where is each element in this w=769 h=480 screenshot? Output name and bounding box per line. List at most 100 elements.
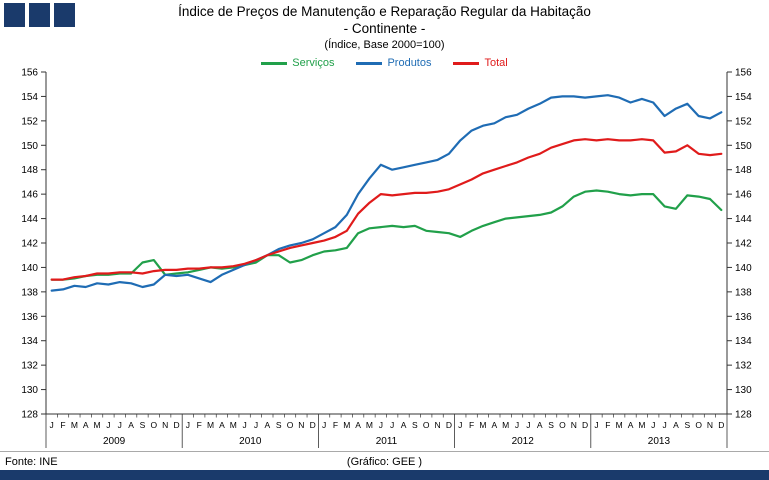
y-axis-label-right: 146 [735,190,752,201]
month-label: J [651,420,655,430]
y-axis-label-left: 148 [21,165,38,176]
chart-index-note: (Índice, Base 2000=100) [324,38,445,51]
y-axis-label-right: 154 [735,92,752,103]
line-chart: 128 128 130 130 132 132 134 134 136 136 138 138 140 1… [21,68,752,448]
month-label: F [333,420,338,430]
month-label: J [662,420,666,430]
y-axis-label-left: 140 [21,263,38,274]
month-label: O [559,420,566,430]
month-label: J [118,420,122,430]
title-block: Índice de Preços de Manutenção e Reparaç… [0,4,769,53]
month-label: J [50,420,54,430]
month-label: S [412,420,418,430]
footer: Fonte: INE (Gráfico: GEE ) [0,451,769,471]
y-axis-label-right: 132 [735,361,752,372]
y-axis-label-left: 130 [21,385,38,396]
month-label: D [173,420,179,430]
month-label: O [151,420,158,430]
month-label: F [60,420,65,430]
month-label: A [128,420,134,430]
month-label: J [322,420,326,430]
y-axis-label-left: 142 [21,239,38,250]
legend-item-servicos: Serviços [261,57,334,69]
month-label: D [310,420,316,430]
chart-subtitle: - Continente - [343,20,426,36]
month-label: A [264,420,270,430]
y-axis-label-right: 128 [735,410,752,421]
y-axis-label-left: 132 [21,361,38,372]
y-axis-label-right: 144 [735,214,752,225]
y-axis-label-left: 144 [21,214,38,225]
month-label: S [548,420,554,430]
series-line-total [50,138,723,281]
logo-square [29,3,50,27]
month-label: J [390,420,394,430]
y-axis-label-right: 136 [735,312,752,323]
month-label: N [571,420,577,430]
chart-title: Índice de Preços de Manutenção e Reparaç… [178,4,591,19]
month-label: F [469,420,474,430]
legend-swatch-servicos [261,61,288,65]
y-axis-label-left: 156 [21,68,38,79]
month-label: O [695,420,702,430]
month-label: S [684,420,690,430]
footer-source: Fonte: INE [5,456,58,468]
month-label: J [106,420,110,430]
bottom-bar [0,470,769,480]
chart-legend: Serviços Produtos Total [0,57,769,69]
y-axis-label-left: 150 [21,141,38,152]
month-label: M [366,420,373,430]
y-axis-label-left: 146 [21,190,38,201]
y-axis-label-right: 150 [735,141,752,152]
month-label: M [479,420,486,430]
month-label: M [502,420,509,430]
y-axis-label-right: 138 [735,287,752,298]
logo-square [4,3,25,27]
year-label: 2009 [103,436,126,447]
legend-label-produtos: Produtos [387,57,432,69]
y-axis-label-left: 152 [21,116,38,127]
year-label: 2011 [376,436,398,447]
month-label: N [162,420,168,430]
month-label: J [526,420,530,430]
y-axis-label-left: 134 [21,336,38,347]
logo-square [54,3,75,27]
y-axis-label-right: 140 [735,263,752,274]
month-label: A [673,420,679,430]
month-label: J [458,420,462,430]
year-label: 2010 [239,436,262,447]
y-axis-label-left: 128 [21,410,38,421]
y-axis-label-right: 130 [735,385,752,396]
month-label: M [71,420,78,430]
year-label: 2012 [512,436,535,447]
month-label: J [515,420,519,430]
month-label: J [594,420,598,430]
y-axis-label-right: 156 [735,68,752,79]
month-label: M [343,420,350,430]
month-label: A [628,420,634,430]
month-label: M [207,420,214,430]
month-label: J [254,420,258,430]
month-label: O [287,420,294,430]
month-label: A [83,420,89,430]
month-label: A [537,420,543,430]
month-label: J [186,420,190,430]
month-label: F [605,420,610,430]
month-label: D [718,420,724,430]
month-label: M [638,420,645,430]
month-label: S [276,420,282,430]
y-axis-label-left: 138 [21,287,38,298]
month-label: A [401,420,407,430]
footer-credit: (Gráfico: GEE ) [346,456,423,468]
legend-swatch-total [453,61,480,65]
y-axis-label-right: 152 [735,116,752,127]
legend-swatch-produtos [356,61,383,65]
legend-label-total: Total [484,57,508,69]
legend-item-produtos: Produtos [356,57,431,69]
year-label: 2013 [648,436,671,447]
month-label: D [582,420,588,430]
legend-label-servicos: Serviços [292,57,335,69]
month-label: A [491,420,497,430]
month-label: N [298,420,304,430]
